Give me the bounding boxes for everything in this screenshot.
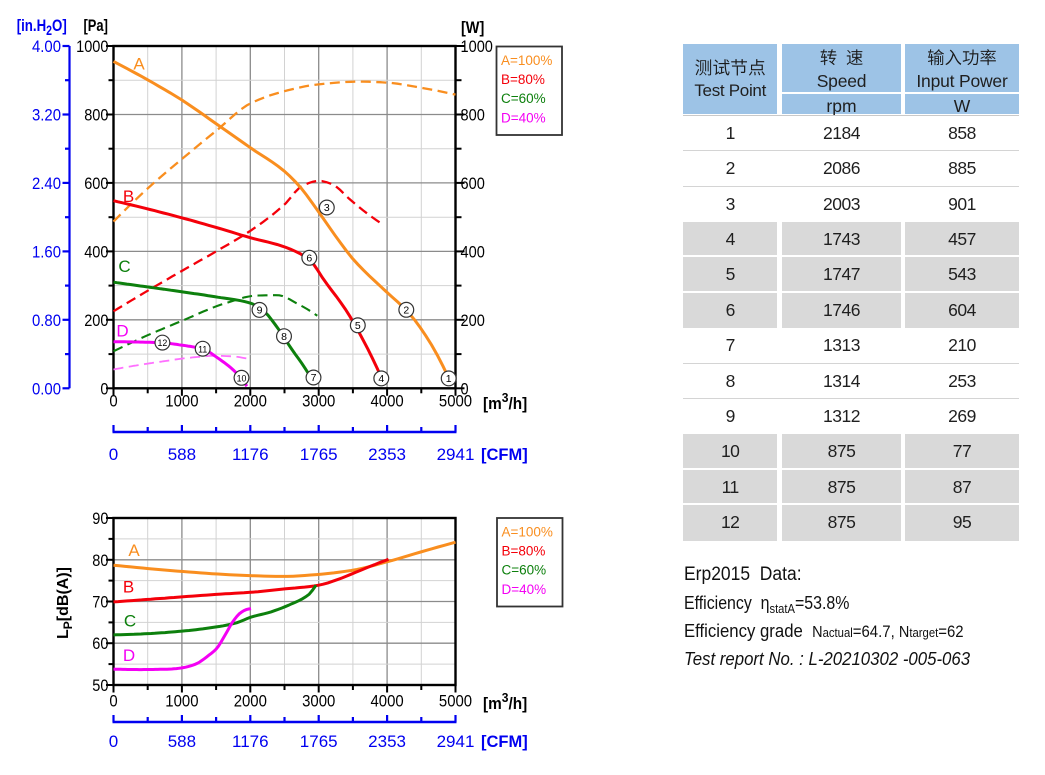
svg-text:5000: 5000 [439,692,472,711]
svg-text:1000: 1000 [165,692,198,711]
svg-text:4: 4 [378,373,384,385]
svg-text:2: 2 [403,304,409,316]
svg-text:800: 800 [461,106,485,125]
svg-text:4000: 4000 [371,692,404,711]
svg-text:2000: 2000 [234,392,267,411]
svg-text:1765: 1765 [300,732,338,751]
svg-text:D=40%: D=40% [502,582,547,597]
svg-text:1000: 1000 [76,37,108,56]
svg-text:C: C [118,257,130,276]
svg-text:60: 60 [92,634,108,653]
svg-text:[m3/h]: [m3/h] [483,691,527,714]
svg-text:90: 90 [92,509,108,528]
svg-text:400: 400 [461,242,485,261]
svg-text:0: 0 [109,692,117,711]
svg-text:0: 0 [100,379,108,398]
svg-text:588: 588 [168,732,196,751]
svg-text:A: A [128,541,140,560]
svg-text:2941: 2941 [437,445,475,464]
svg-text:70: 70 [92,593,108,612]
svg-text:3000: 3000 [302,692,335,711]
svg-text:B=80%: B=80% [501,72,545,87]
svg-text:D=40%: D=40% [501,110,546,125]
svg-text:588: 588 [168,445,196,464]
svg-text:8: 8 [281,331,287,343]
svg-text:1000: 1000 [461,37,493,56]
svg-text:400: 400 [84,242,108,261]
svg-text:9: 9 [257,305,263,317]
svg-text:10: 10 [237,373,247,383]
svg-text:C=60%: C=60% [502,563,547,578]
svg-text:B: B [123,578,134,597]
svg-text:3: 3 [324,202,330,214]
svg-text:4000: 4000 [371,392,404,411]
svg-text:600: 600 [84,174,108,193]
svg-text:C: C [124,612,136,631]
svg-text:0: 0 [109,732,118,751]
svg-text:5000: 5000 [439,392,472,411]
svg-text:200: 200 [84,311,108,330]
svg-text:80: 80 [92,551,108,570]
svg-text:[Pa]: [Pa] [84,16,108,35]
svg-text:[in.H2O]: [in.H2O] [17,17,67,39]
svg-text:B=80%: B=80% [502,544,546,559]
svg-text:1176: 1176 [232,445,269,464]
svg-text:4.00: 4.00 [32,37,61,56]
svg-text:2941: 2941 [437,732,475,751]
svg-text:0.80: 0.80 [32,311,61,330]
svg-text:C=60%: C=60% [501,91,546,106]
svg-text:A=100%: A=100% [501,53,552,68]
svg-text:D: D [123,646,135,665]
svg-text:0: 0 [461,379,469,398]
svg-text:A: A [133,55,145,74]
svg-text:1176: 1176 [232,732,269,751]
svg-text:[CFM]: [CFM] [481,446,528,464]
svg-text:LP[dB(A)]: LP[dB(A)] [55,567,75,639]
svg-text:11: 11 [198,344,207,354]
svg-text:2000: 2000 [234,692,267,711]
svg-text:5: 5 [355,320,361,332]
svg-text:7: 7 [311,372,317,384]
svg-text:200: 200 [461,311,485,330]
svg-text:1000: 1000 [165,392,198,411]
svg-text:1.60: 1.60 [32,242,61,261]
svg-text:1765: 1765 [300,445,338,464]
svg-text:6: 6 [306,252,312,264]
svg-text:600: 600 [461,174,485,193]
svg-text:A=100%: A=100% [502,525,553,540]
svg-text:B: B [123,187,134,206]
svg-text:0: 0 [109,445,118,464]
svg-text:50: 50 [92,676,108,695]
svg-text:[m3/h]: [m3/h] [483,391,527,414]
svg-text:0.00: 0.00 [32,379,61,398]
svg-text:2.40: 2.40 [32,174,61,193]
svg-text:[W]: [W] [461,19,484,37]
svg-text:3.20: 3.20 [32,106,61,125]
svg-text:3000: 3000 [302,392,335,411]
svg-text:1: 1 [446,373,452,385]
svg-text:[CFM]: [CFM] [481,733,528,751]
svg-text:2353: 2353 [368,732,406,751]
svg-text:800: 800 [84,106,108,125]
svg-text:0: 0 [109,392,117,411]
svg-text:12: 12 [158,338,168,348]
svg-text:2353: 2353 [368,445,406,464]
svg-text:D: D [116,322,128,341]
